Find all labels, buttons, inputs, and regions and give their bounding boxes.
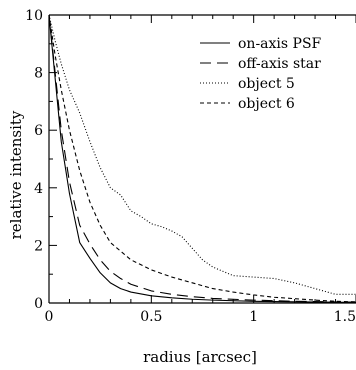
legend-label-3: object 5 <box>238 76 295 92</box>
tick-labels: 0 0.5 1 1.5 0 2 4 6 8 10 <box>25 8 356 325</box>
y-tick-label: 8 <box>34 66 43 82</box>
legend-label-2: off-axis star <box>238 56 321 72</box>
x-tick-label: 0.5 <box>140 309 162 325</box>
legend-label-1: on-axis PSF <box>238 36 322 52</box>
series-line-3 <box>48 14 356 295</box>
series-layer <box>48 14 356 303</box>
y-tick-label: 4 <box>34 181 43 197</box>
legend-label-4: object 6 <box>238 96 295 112</box>
y-axis-label: relative intensity <box>7 110 25 239</box>
x-axis-label: radius [arcsec] <box>143 348 257 366</box>
y-tick-label: 2 <box>34 238 43 254</box>
series-line-2 <box>48 14 356 303</box>
y-tick-label: 10 <box>25 8 43 24</box>
y-tick-label: 6 <box>34 123 43 139</box>
legend: on-axis PSF off-axis star object 5 object 6 <box>200 36 322 112</box>
x-tick-label: 1 <box>249 309 258 325</box>
x-tick-label: 0 <box>45 309 54 325</box>
series-line-1 <box>48 14 356 303</box>
x-tick-label: 1.5 <box>334 309 356 325</box>
y-tick-label: 0 <box>34 296 43 312</box>
